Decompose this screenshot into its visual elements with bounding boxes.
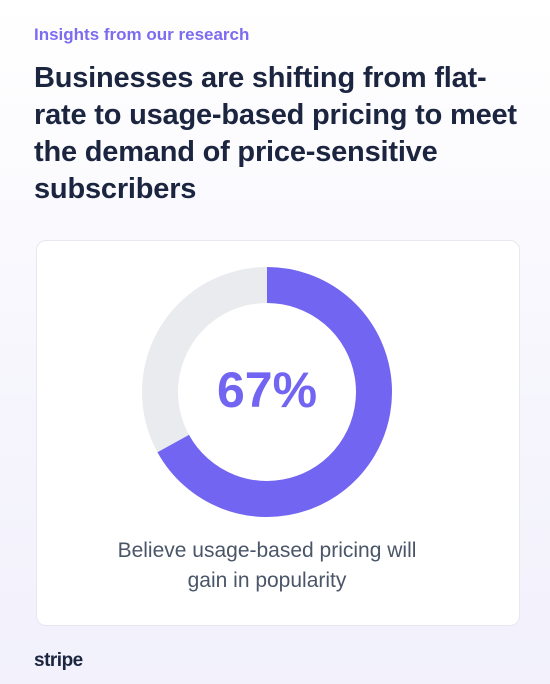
eyebrow: Insights from our research xyxy=(34,25,250,44)
logo: stripe xyxy=(34,650,83,671)
chart-card xyxy=(36,240,520,626)
donut-segment xyxy=(157,267,392,517)
caption: Believe usage-based pricing will gain in… xyxy=(117,539,417,592)
center-label: 67% xyxy=(217,362,317,418)
headline: Businesses are shifting from flat-rate t… xyxy=(34,62,517,205)
